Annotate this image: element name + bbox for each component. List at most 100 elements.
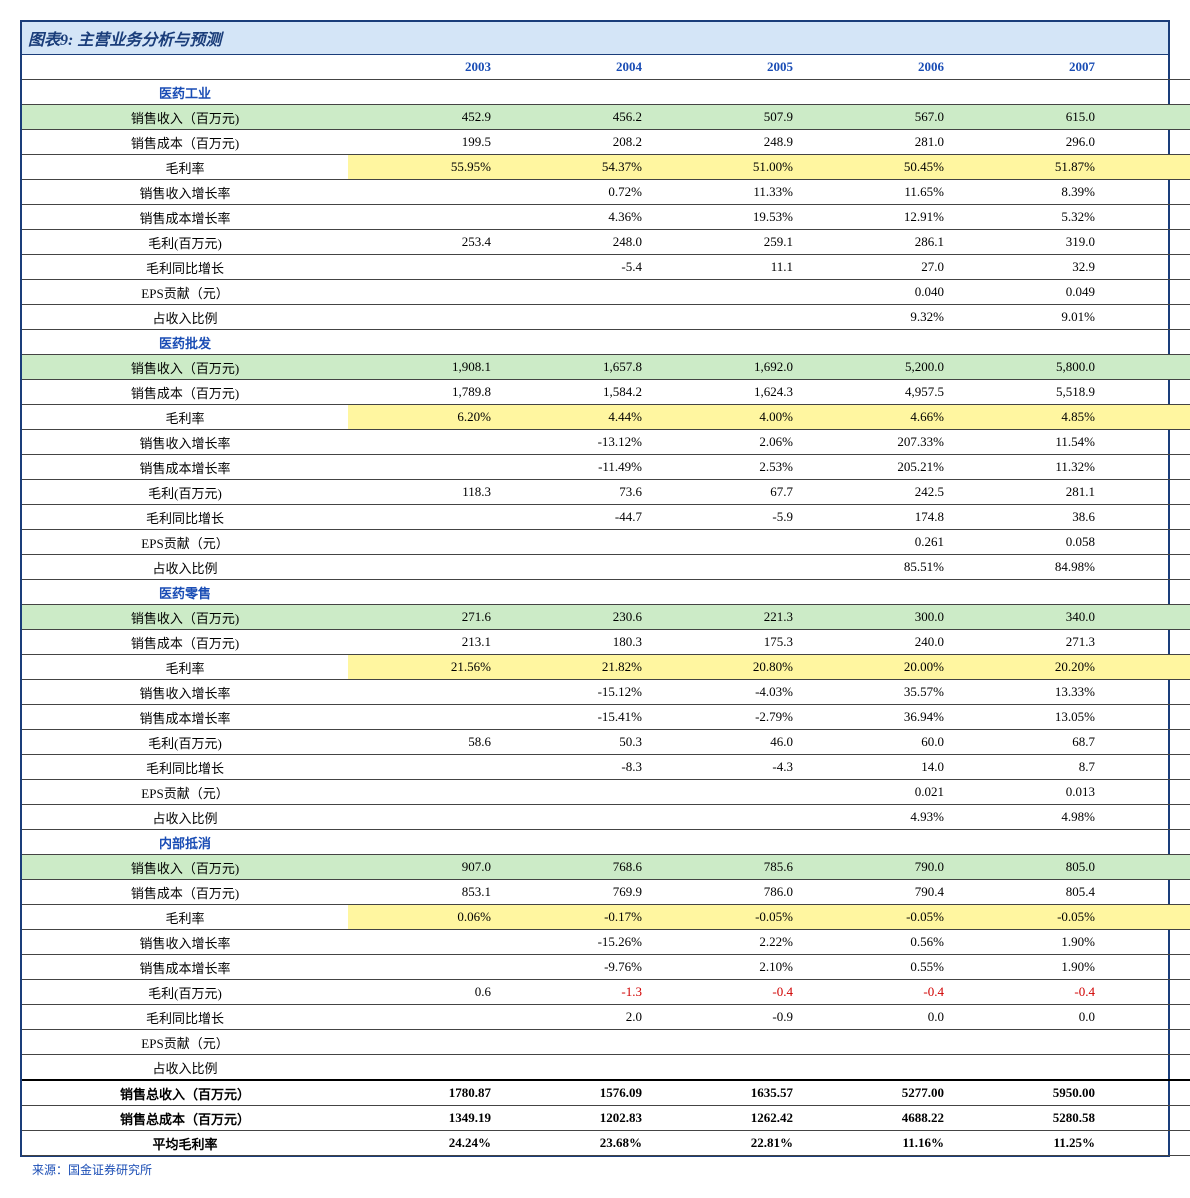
cell-value: 8.82% (1103, 705, 1190, 730)
cell-value: -15.41% (499, 705, 650, 730)
cell-value: 73.6 (499, 480, 650, 505)
cell-value: 0.038 (1103, 280, 1190, 305)
cell-value: 4.66% (801, 405, 952, 430)
cell-value (801, 1030, 952, 1055)
row-label: 销售成本增长率 (22, 205, 348, 230)
cell-value: 60.0 (801, 730, 952, 755)
cell-value (499, 555, 650, 580)
cell-value (348, 1030, 499, 1055)
cell-value: 50.3 (499, 730, 650, 755)
cell-value: 0.058 (952, 530, 1103, 555)
cell-value: 2.53% (650, 455, 801, 480)
cell-value: 67.7 (650, 480, 801, 505)
cell-value (348, 180, 499, 205)
cell-value: 5277.00 (801, 1080, 952, 1106)
row-label: 销售收入增长率 (22, 430, 348, 455)
cell-value (348, 705, 499, 730)
cell-value: 11.54% (952, 430, 1103, 455)
cell-value: 340.0 (952, 605, 1103, 630)
row-label (22, 55, 348, 80)
cell-value: 253.4 (348, 230, 499, 255)
cell-value: 615.0 (952, 105, 1103, 130)
cell-value: 452.9 (348, 105, 499, 130)
cell-value (499, 280, 650, 305)
cell-value (348, 780, 499, 805)
cell-value (650, 580, 801, 605)
row-label: 销售收入（百万元) (22, 605, 348, 630)
cell-value: 0.261 (801, 530, 952, 555)
cell-value: -15.26% (499, 930, 650, 955)
cell-value: 286.1 (801, 230, 952, 255)
cell-value: 295.3 (1103, 630, 1190, 655)
cell-value: 46.0 (650, 730, 801, 755)
row-label: 销售成本（百万元) (22, 380, 348, 405)
cell-value: 51.00% (650, 155, 801, 180)
row-label: 销售总收入（百万元） (22, 1080, 348, 1106)
cell-value (650, 555, 801, 580)
cell-value (499, 530, 650, 555)
cell-value: 4.00% (650, 405, 801, 430)
cell-value: 1.90% (952, 955, 1103, 980)
cell-value: -0.4 (1103, 980, 1190, 1005)
cell-value (650, 830, 801, 855)
cell-value (348, 580, 499, 605)
cell-value: 50.5 (1103, 505, 1190, 530)
cell-value: 51.87% (952, 155, 1103, 180)
cell-value (801, 80, 952, 105)
cell-value: 6908.00 (1103, 1080, 1190, 1106)
cell-value: 84.98% (952, 555, 1103, 580)
cell-value: 175.3 (650, 630, 801, 655)
cell-value: 4.93% (801, 805, 952, 830)
cell-value: 27.0 (801, 255, 952, 280)
cell-value (1103, 1030, 1190, 1055)
cell-value: 2008 (1103, 55, 1190, 80)
cell-value: 213.1 (348, 630, 499, 655)
cell-value (348, 1055, 499, 1081)
cell-value: -8.3 (499, 755, 650, 780)
row-label: 销售成本（百万元) (22, 880, 348, 905)
row-label: 销售成本（百万元) (22, 130, 348, 155)
cell-value: 55.95% (348, 155, 499, 180)
cell-value: 790.0 (801, 855, 952, 880)
row-label: 平均毛利率 (22, 1131, 348, 1156)
cell-value: 5,800.0 (952, 355, 1103, 380)
cell-value: 768.6 (499, 855, 650, 880)
row-label: 销售总成本（百万元） (22, 1106, 348, 1131)
cell-value: -11.49% (499, 455, 650, 480)
cell-value: 4.98% (952, 805, 1103, 830)
cell-value: 456.2 (499, 105, 650, 130)
cell-value: 300.0 (801, 605, 952, 630)
row-label: 销售收入增长率 (22, 930, 348, 955)
cell-value: -4.3 (650, 755, 801, 780)
row-label: 毛利率 (22, 155, 348, 180)
cell-value: 8.39% (952, 180, 1103, 205)
cell-value: 0.009 (1103, 780, 1190, 805)
cell-value: 0.62% (1103, 955, 1190, 980)
cell-value (952, 1055, 1103, 1081)
cell-value: 5950.00 (952, 1080, 1103, 1106)
cell-value: 199.5 (348, 130, 499, 155)
cell-value: 331.7 (1103, 480, 1190, 505)
cell-value: 230.6 (499, 605, 650, 630)
cell-value: 1,657.8 (499, 355, 650, 380)
cell-value: 0.55% (801, 955, 952, 980)
row-label: 销售成本增长率 (22, 455, 348, 480)
cell-value: 10.88% (1103, 1131, 1190, 1156)
cell-value: -13.12% (499, 430, 650, 455)
cell-value: 118.3 (348, 480, 499, 505)
cell-value: 240.0 (801, 630, 952, 655)
cell-value: 0.06% (348, 905, 499, 930)
cell-value (348, 505, 499, 530)
cell-value (650, 805, 801, 830)
cell-value (348, 280, 499, 305)
cell-value: 8.20% (1103, 305, 1190, 330)
cell-value: 790.4 (801, 880, 952, 905)
cell-value: 303.0 (1103, 130, 1190, 155)
cell-value: -0.9 (650, 1005, 801, 1030)
cell-value: 0.72% (499, 180, 650, 205)
cell-value: 13.05% (952, 705, 1103, 730)
cell-value: 8.7 (952, 755, 1103, 780)
cell-value (1103, 830, 1190, 855)
cell-value: 9.32% (801, 305, 952, 330)
row-label: 占收入比例 (22, 555, 348, 580)
